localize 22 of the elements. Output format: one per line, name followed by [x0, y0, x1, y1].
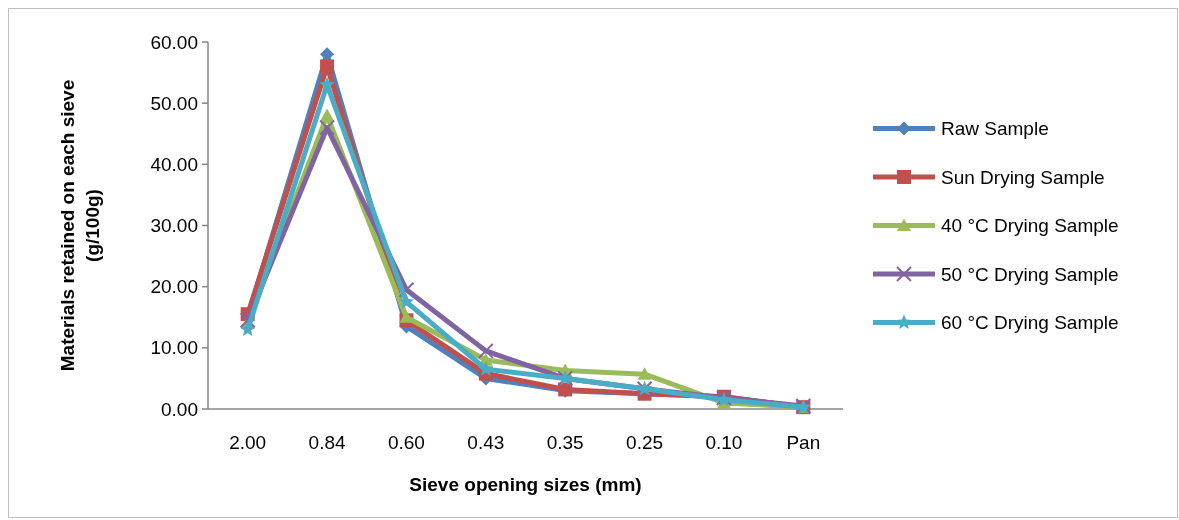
legend-label: Sun Drying Sample	[941, 166, 1105, 188]
x-tick-label: 0.35	[546, 432, 584, 453]
y-tick-label: 50.00	[150, 92, 198, 114]
x-tick-label: 2.00	[229, 432, 267, 453]
legend-label: 40 °C Drying Sample	[941, 215, 1119, 237]
x-tick-label: 0.84	[308, 432, 346, 453]
x-tick-label: 0.25	[626, 432, 664, 453]
x-tick-label: Pan	[786, 432, 821, 453]
legend-label: 60 °C Drying Sample	[941, 312, 1119, 334]
y-tick-label: 60.00	[150, 31, 198, 53]
y-tick-label: 0.00	[161, 398, 198, 420]
legend-label: Raw Sample	[941, 118, 1049, 140]
y-tick-label: 20.00	[150, 276, 198, 298]
y-axis-title: Materials retained on each sieve (g/100g)	[57, 79, 103, 372]
y-tick-label: 40.00	[150, 153, 198, 175]
x-tick-label: 0.43	[467, 432, 505, 453]
legend-label: 50 °C Drying Sample	[941, 263, 1119, 285]
x-axis-title: Sieve opening sizes (mm)	[409, 474, 642, 495]
x-tick-label: 0.60	[387, 432, 425, 453]
y-tick-label: 30.00	[150, 215, 198, 237]
x-tick-label: 0.10	[705, 432, 743, 453]
y-tick-label: 10.00	[150, 337, 198, 359]
